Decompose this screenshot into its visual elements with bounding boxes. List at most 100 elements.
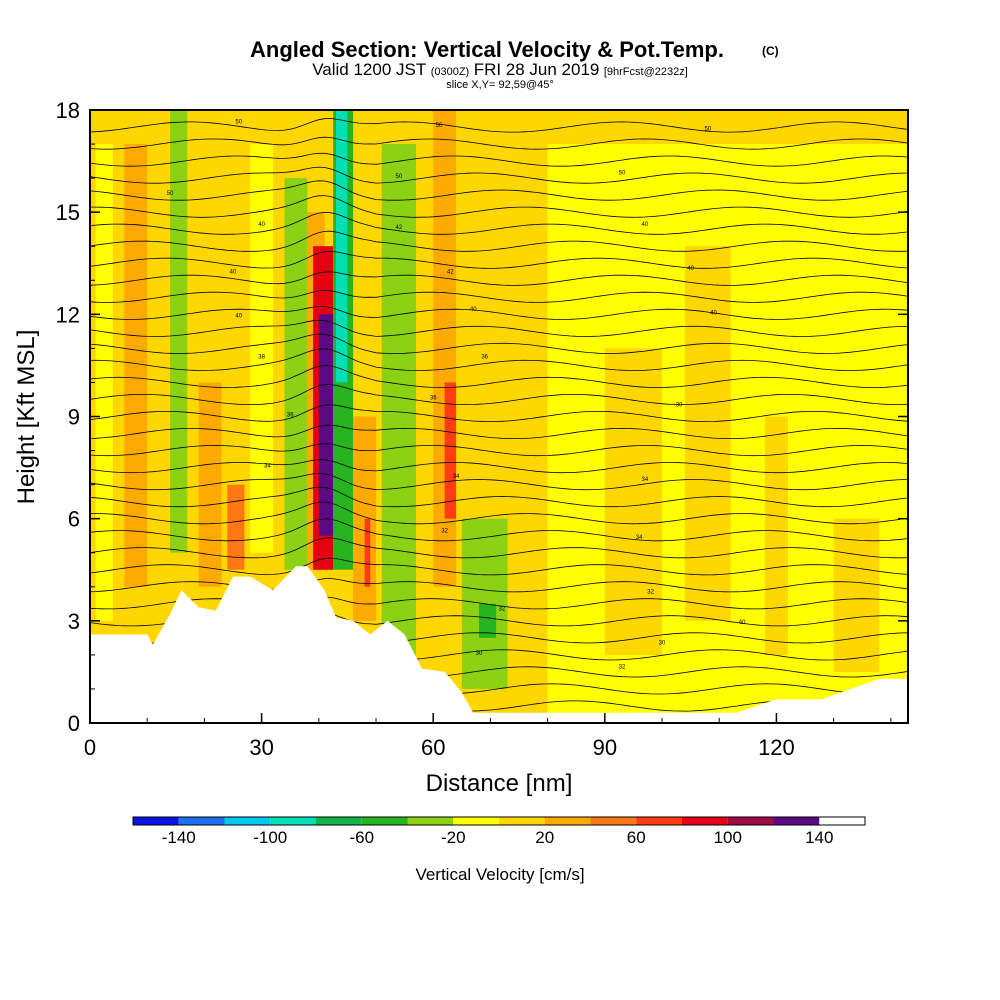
velocity-cell xyxy=(364,518,371,587)
contour-label: 34 xyxy=(453,474,460,480)
isentrope-line xyxy=(90,459,908,474)
colorbar-tick-label: 100 xyxy=(714,828,742,847)
velocity-cell xyxy=(833,518,880,672)
chart-subtitle: Valid 1200 JST (0300Z) FRI 28 Jun 2019 [… xyxy=(312,60,688,79)
contour-label: 42 xyxy=(396,225,403,231)
colorbar-swatch xyxy=(544,817,591,825)
contour-label: 42 xyxy=(447,269,454,275)
contour-label: 40 xyxy=(642,222,649,228)
colorbar-tick-label: 140 xyxy=(805,828,833,847)
contour-label: 40 xyxy=(258,222,265,228)
isentrope-line xyxy=(90,306,908,320)
isentrope-line xyxy=(90,501,908,525)
isentrope-line xyxy=(90,166,908,184)
isentrope-line xyxy=(90,486,908,508)
velocity-cell xyxy=(124,144,148,587)
terrain-mask xyxy=(90,566,908,723)
isentrope-line xyxy=(90,404,908,423)
isentrope-line xyxy=(90,443,908,457)
isentrope-line xyxy=(90,537,908,559)
isentrope-line xyxy=(90,195,908,218)
y-tick-label: 18 xyxy=(56,98,80,123)
colorbar-swatch xyxy=(453,817,499,825)
isentrope-line xyxy=(90,211,908,235)
terrain-layer xyxy=(90,566,908,723)
colorbar-tick-label: 20 xyxy=(535,828,554,847)
isentrope-line xyxy=(90,424,908,439)
velocity-cell xyxy=(444,382,457,519)
colorbar-swatch xyxy=(224,817,271,825)
y-tick-label: 0 xyxy=(68,711,80,736)
contour-label: 32 xyxy=(499,607,506,613)
y-tick-label: 9 xyxy=(68,405,80,430)
velocity-cell xyxy=(170,110,188,553)
contour-label: 32 xyxy=(441,528,448,534)
subtitle-valid: Valid 1200 JST xyxy=(312,60,426,79)
y-tick-label: 6 xyxy=(68,507,80,532)
x-axis: 0 30 60 90 120 xyxy=(84,713,892,760)
velocity-cell xyxy=(335,110,348,383)
velocity-cell xyxy=(284,178,308,570)
isentrope-line xyxy=(90,333,908,354)
contour-label: 32 xyxy=(619,665,626,671)
isentrope-line xyxy=(90,118,908,133)
velocity-cell xyxy=(353,416,377,621)
contour-label: 40 xyxy=(235,314,242,320)
contour-label: 38 xyxy=(258,355,265,361)
colorbar-tick-label: -140 xyxy=(162,828,196,847)
isentrope-line xyxy=(90,319,908,337)
contour-label: 30 xyxy=(476,651,483,657)
x-tick-label: 120 xyxy=(758,735,795,760)
contour-label: 50 xyxy=(704,126,711,132)
contour-label: 40 xyxy=(687,266,694,272)
contour-label: 36 xyxy=(481,355,488,361)
chart-title: Angled Section: Vertical Velocity & Pot.… xyxy=(250,37,724,62)
isentrope-line xyxy=(90,557,908,576)
isentrope-line xyxy=(90,180,908,201)
contour-label: 34 xyxy=(636,535,643,541)
slice-label: slice X,Y= 92,59@45° xyxy=(446,79,554,91)
contour-label: 50 xyxy=(235,120,242,126)
y-tick-label: 12 xyxy=(56,302,80,327)
contour-label: 40 xyxy=(710,310,717,316)
colorbar-swatch xyxy=(682,817,728,825)
colorbar-swatch xyxy=(773,817,820,825)
contour-labels: 30 34 34 30 32 32 40 40 40 40 50 50 40 40 40 38 36 34 50 50… xyxy=(167,120,746,671)
x-tick-label: 60 xyxy=(421,735,445,760)
isentrope-line xyxy=(90,518,908,542)
velocity-cell xyxy=(227,484,245,570)
contour-label: 30 xyxy=(659,641,666,647)
colorbar-swatch xyxy=(407,817,454,825)
y-tick-label: 3 xyxy=(68,609,80,634)
colorbar-swatch xyxy=(499,817,545,825)
subtitle-utc: (0300Z) xyxy=(431,66,470,78)
contour-label: 50 xyxy=(619,171,626,177)
contour-label: 36 xyxy=(287,413,294,419)
colorbar: -140 -100 -60 -20 20 60 100 140 xyxy=(132,816,866,847)
velocity-cell xyxy=(684,246,731,621)
x-tick-label: 0 xyxy=(84,735,96,760)
isentrope-line xyxy=(90,251,908,269)
subtitle-fcst: [9hrFcst@2232z] xyxy=(604,66,688,78)
isentrope-contours xyxy=(90,118,908,712)
isentrope-line xyxy=(90,290,908,303)
contour-label: 50 xyxy=(396,174,403,180)
plot-area: 30 34 34 30 32 32 40 40 40 40 50 50 40 40 40 38 36 34 50 50… xyxy=(90,110,908,723)
colorbar-swatch xyxy=(316,817,362,825)
contour-label: 50 xyxy=(436,123,443,129)
velocity-cell xyxy=(250,144,274,553)
contour-label: 40 xyxy=(739,620,746,626)
colorbar-swatch xyxy=(133,817,179,825)
colorbar-tick-label: -20 xyxy=(441,828,466,847)
isentrope-line xyxy=(90,348,908,371)
contour-label: 32 xyxy=(647,590,654,596)
x-axis-label: Distance [nm] xyxy=(426,770,573,797)
velocity-cell xyxy=(604,348,663,655)
isentrope-line xyxy=(90,384,908,406)
x-tick-label: 30 xyxy=(249,735,273,760)
colorbar-swatch xyxy=(361,817,408,825)
contour-label: 34 xyxy=(264,464,271,470)
velocity-field xyxy=(90,110,908,723)
colorbar-swatch xyxy=(636,817,682,825)
